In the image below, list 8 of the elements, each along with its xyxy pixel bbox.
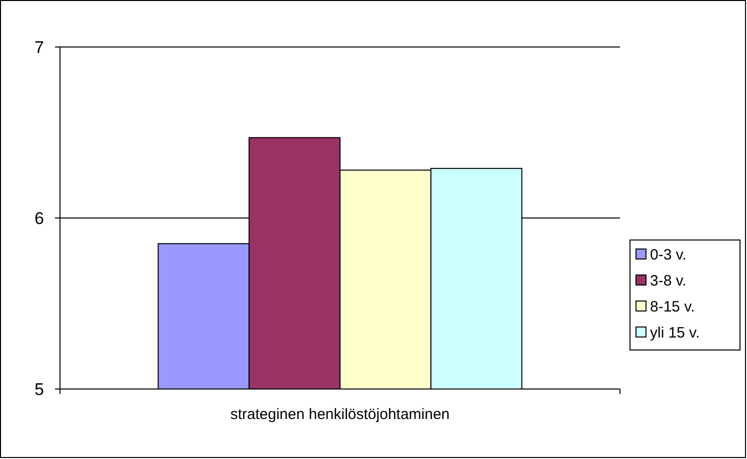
- legend-label: 8-15 v.: [650, 298, 695, 316]
- y-tick-label: 7: [34, 38, 44, 57]
- x-tick-label: strateginen henkilöstöjohtaminen: [230, 406, 450, 423]
- legend-label: 0-3 v.: [650, 246, 686, 264]
- y-tick-label: 6: [34, 208, 44, 228]
- legend-label: yli 15 v.: [650, 324, 700, 342]
- y-tick-label: 5: [34, 380, 44, 399]
- legend-label: 3-8 v.: [650, 272, 686, 290]
